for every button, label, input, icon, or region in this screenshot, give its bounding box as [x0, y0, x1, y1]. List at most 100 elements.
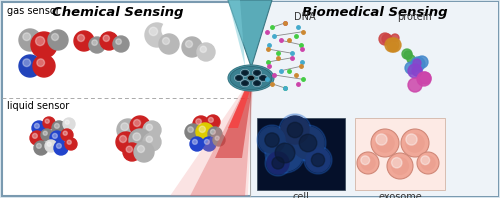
Circle shape	[193, 116, 209, 132]
Ellipse shape	[254, 81, 260, 86]
Bar	[257, 118, 345, 190]
Circle shape	[48, 30, 68, 50]
Circle shape	[299, 134, 317, 152]
Text: Chemical Sensing: Chemical Sensing	[52, 6, 184, 19]
Circle shape	[45, 119, 50, 123]
Circle shape	[63, 131, 68, 135]
Circle shape	[23, 59, 30, 67]
Circle shape	[149, 27, 158, 36]
Circle shape	[196, 123, 214, 141]
Circle shape	[290, 125, 326, 161]
Circle shape	[192, 139, 198, 144]
Circle shape	[387, 38, 401, 52]
Circle shape	[357, 152, 379, 174]
Circle shape	[41, 129, 53, 141]
Circle shape	[379, 33, 391, 45]
Circle shape	[43, 117, 55, 129]
Ellipse shape	[240, 69, 250, 76]
Circle shape	[31, 32, 57, 58]
Circle shape	[32, 121, 46, 135]
Circle shape	[52, 121, 66, 135]
Circle shape	[406, 134, 417, 145]
Circle shape	[361, 156, 370, 165]
Circle shape	[130, 116, 150, 136]
Circle shape	[129, 129, 151, 151]
Circle shape	[63, 118, 75, 130]
Circle shape	[202, 137, 216, 151]
Circle shape	[32, 133, 38, 138]
Ellipse shape	[234, 74, 244, 82]
Circle shape	[404, 51, 412, 59]
Circle shape	[421, 156, 430, 165]
Circle shape	[371, 129, 399, 157]
Circle shape	[61, 129, 73, 141]
Polygon shape	[170, 81, 253, 196]
Circle shape	[407, 55, 415, 63]
Circle shape	[30, 131, 44, 145]
Circle shape	[36, 37, 44, 46]
Circle shape	[34, 123, 40, 128]
Circle shape	[208, 117, 214, 122]
Circle shape	[208, 127, 222, 141]
Circle shape	[408, 64, 422, 78]
Circle shape	[185, 124, 201, 140]
Text: gas sensor: gas sensor	[7, 6, 60, 16]
Circle shape	[74, 31, 94, 51]
Circle shape	[116, 39, 121, 44]
Circle shape	[304, 146, 332, 174]
Circle shape	[89, 37, 105, 53]
Bar	[355, 118, 445, 190]
Circle shape	[145, 23, 169, 47]
Circle shape	[143, 133, 161, 151]
Bar	[251, 2, 498, 196]
Circle shape	[23, 33, 30, 41]
Circle shape	[292, 127, 324, 159]
Ellipse shape	[242, 81, 248, 86]
Circle shape	[279, 114, 311, 146]
Circle shape	[113, 36, 129, 52]
Text: cell: cell	[292, 192, 310, 198]
Circle shape	[103, 35, 110, 41]
Circle shape	[47, 142, 52, 146]
Circle shape	[204, 139, 210, 144]
Circle shape	[33, 55, 55, 77]
Circle shape	[34, 141, 48, 155]
Circle shape	[78, 34, 84, 42]
Circle shape	[408, 78, 422, 92]
Circle shape	[200, 46, 206, 52]
Polygon shape	[215, 81, 253, 158]
Circle shape	[275, 143, 295, 163]
Circle shape	[188, 127, 194, 132]
Ellipse shape	[242, 70, 248, 75]
Circle shape	[360, 155, 376, 171]
Ellipse shape	[248, 75, 254, 81]
Circle shape	[265, 133, 279, 147]
Circle shape	[37, 59, 44, 67]
Circle shape	[54, 141, 68, 155]
Circle shape	[186, 41, 192, 48]
Circle shape	[126, 146, 132, 152]
Ellipse shape	[252, 69, 262, 76]
Circle shape	[65, 120, 70, 124]
Circle shape	[265, 150, 291, 176]
Circle shape	[182, 37, 202, 57]
Text: liquid sensor: liquid sensor	[7, 101, 69, 111]
Circle shape	[143, 121, 161, 139]
Circle shape	[65, 138, 77, 150]
Circle shape	[138, 146, 144, 152]
Circle shape	[36, 143, 42, 148]
Circle shape	[281, 116, 309, 144]
Circle shape	[401, 129, 429, 157]
Circle shape	[392, 158, 402, 168]
Circle shape	[387, 153, 413, 179]
Circle shape	[67, 140, 71, 144]
Ellipse shape	[254, 70, 260, 75]
Circle shape	[56, 143, 62, 148]
Circle shape	[162, 37, 170, 45]
Circle shape	[382, 34, 392, 44]
Circle shape	[417, 72, 431, 86]
Circle shape	[391, 34, 399, 42]
Circle shape	[306, 148, 330, 172]
Ellipse shape	[252, 80, 262, 87]
Circle shape	[45, 140, 57, 152]
